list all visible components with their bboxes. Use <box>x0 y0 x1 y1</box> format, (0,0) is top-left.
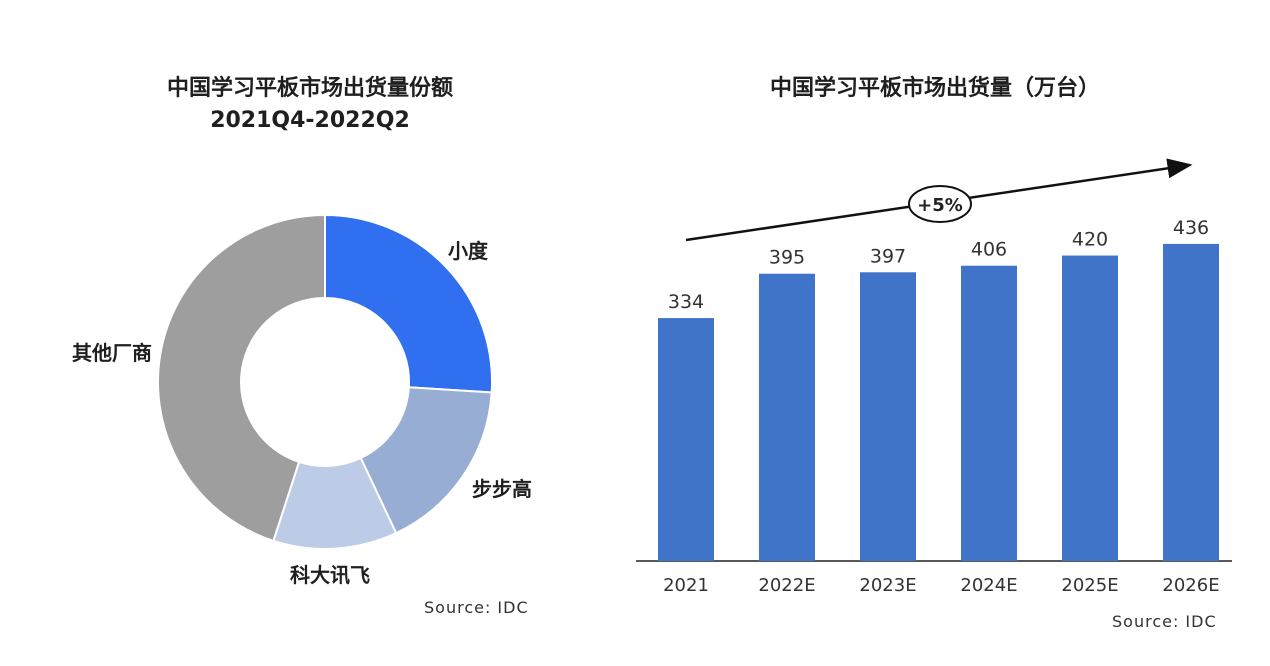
x-tick-label-4: 2024E <box>960 575 1017 596</box>
bar-value-label-6: 436 <box>1173 217 1209 239</box>
bar-value-label-4: 406 <box>971 239 1007 261</box>
shipment-chart-panel: 中国学习平板市场出货量（万台） 334 2021 395 2022E 397 2023E 4… <box>620 0 1270 666</box>
growth-rate-label: +5% <box>917 195 963 216</box>
bar-2021 <box>658 318 714 561</box>
donut-label-1: 小度 <box>448 239 489 263</box>
donut-slice-4 <box>157 213 326 543</box>
bar-value-label-1: 334 <box>668 291 704 313</box>
donut-slice-2 <box>359 386 493 535</box>
bar-value-label-3: 397 <box>870 245 906 267</box>
bar-2025E <box>1062 255 1118 561</box>
shipment-chart-title: 中国学习平板市场出货量（万台） <box>769 76 1100 101</box>
bar-value-label-2: 395 <box>769 247 805 269</box>
bar-chart: 334 2021 395 2022E 397 2023E 406 2024E 420 2025E 4… <box>636 158 1232 596</box>
bar-value-label-5: 420 <box>1072 229 1108 251</box>
bar-2024E <box>961 265 1017 561</box>
share-chart-title: 中国学习平板市场出货量份额 <box>166 76 453 101</box>
donut-label-4: 其他厂商 <box>72 341 152 365</box>
x-tick-label-3: 2023E <box>859 575 916 596</box>
share-chart-source: Source: IDC <box>424 598 529 617</box>
bar-2022E <box>759 273 815 561</box>
x-tick-label-2: 2022E <box>758 575 815 596</box>
x-tick-label-6: 2026E <box>1162 575 1219 596</box>
bar-2023E <box>860 272 916 561</box>
bar-2026E <box>1163 243 1219 561</box>
donut-label-2: 步步高 <box>472 477 532 501</box>
donut-slice-1 <box>324 213 493 394</box>
x-tick-label-1: 2021 <box>663 575 709 596</box>
share-chart-subtitle: 2021Q4-2022Q2 <box>210 108 410 133</box>
x-tick-label-5: 2025E <box>1061 575 1118 596</box>
donut-label-3: 科大讯飞 <box>290 563 370 587</box>
share-chart-panel: 中国学习平板市场出货量份额 2021Q4-2022Q2 小度步步高科大讯飞 其他厂… <box>0 0 620 666</box>
shipment-chart-source: Source: IDC <box>1112 612 1217 631</box>
growth-badge <box>908 185 972 223</box>
